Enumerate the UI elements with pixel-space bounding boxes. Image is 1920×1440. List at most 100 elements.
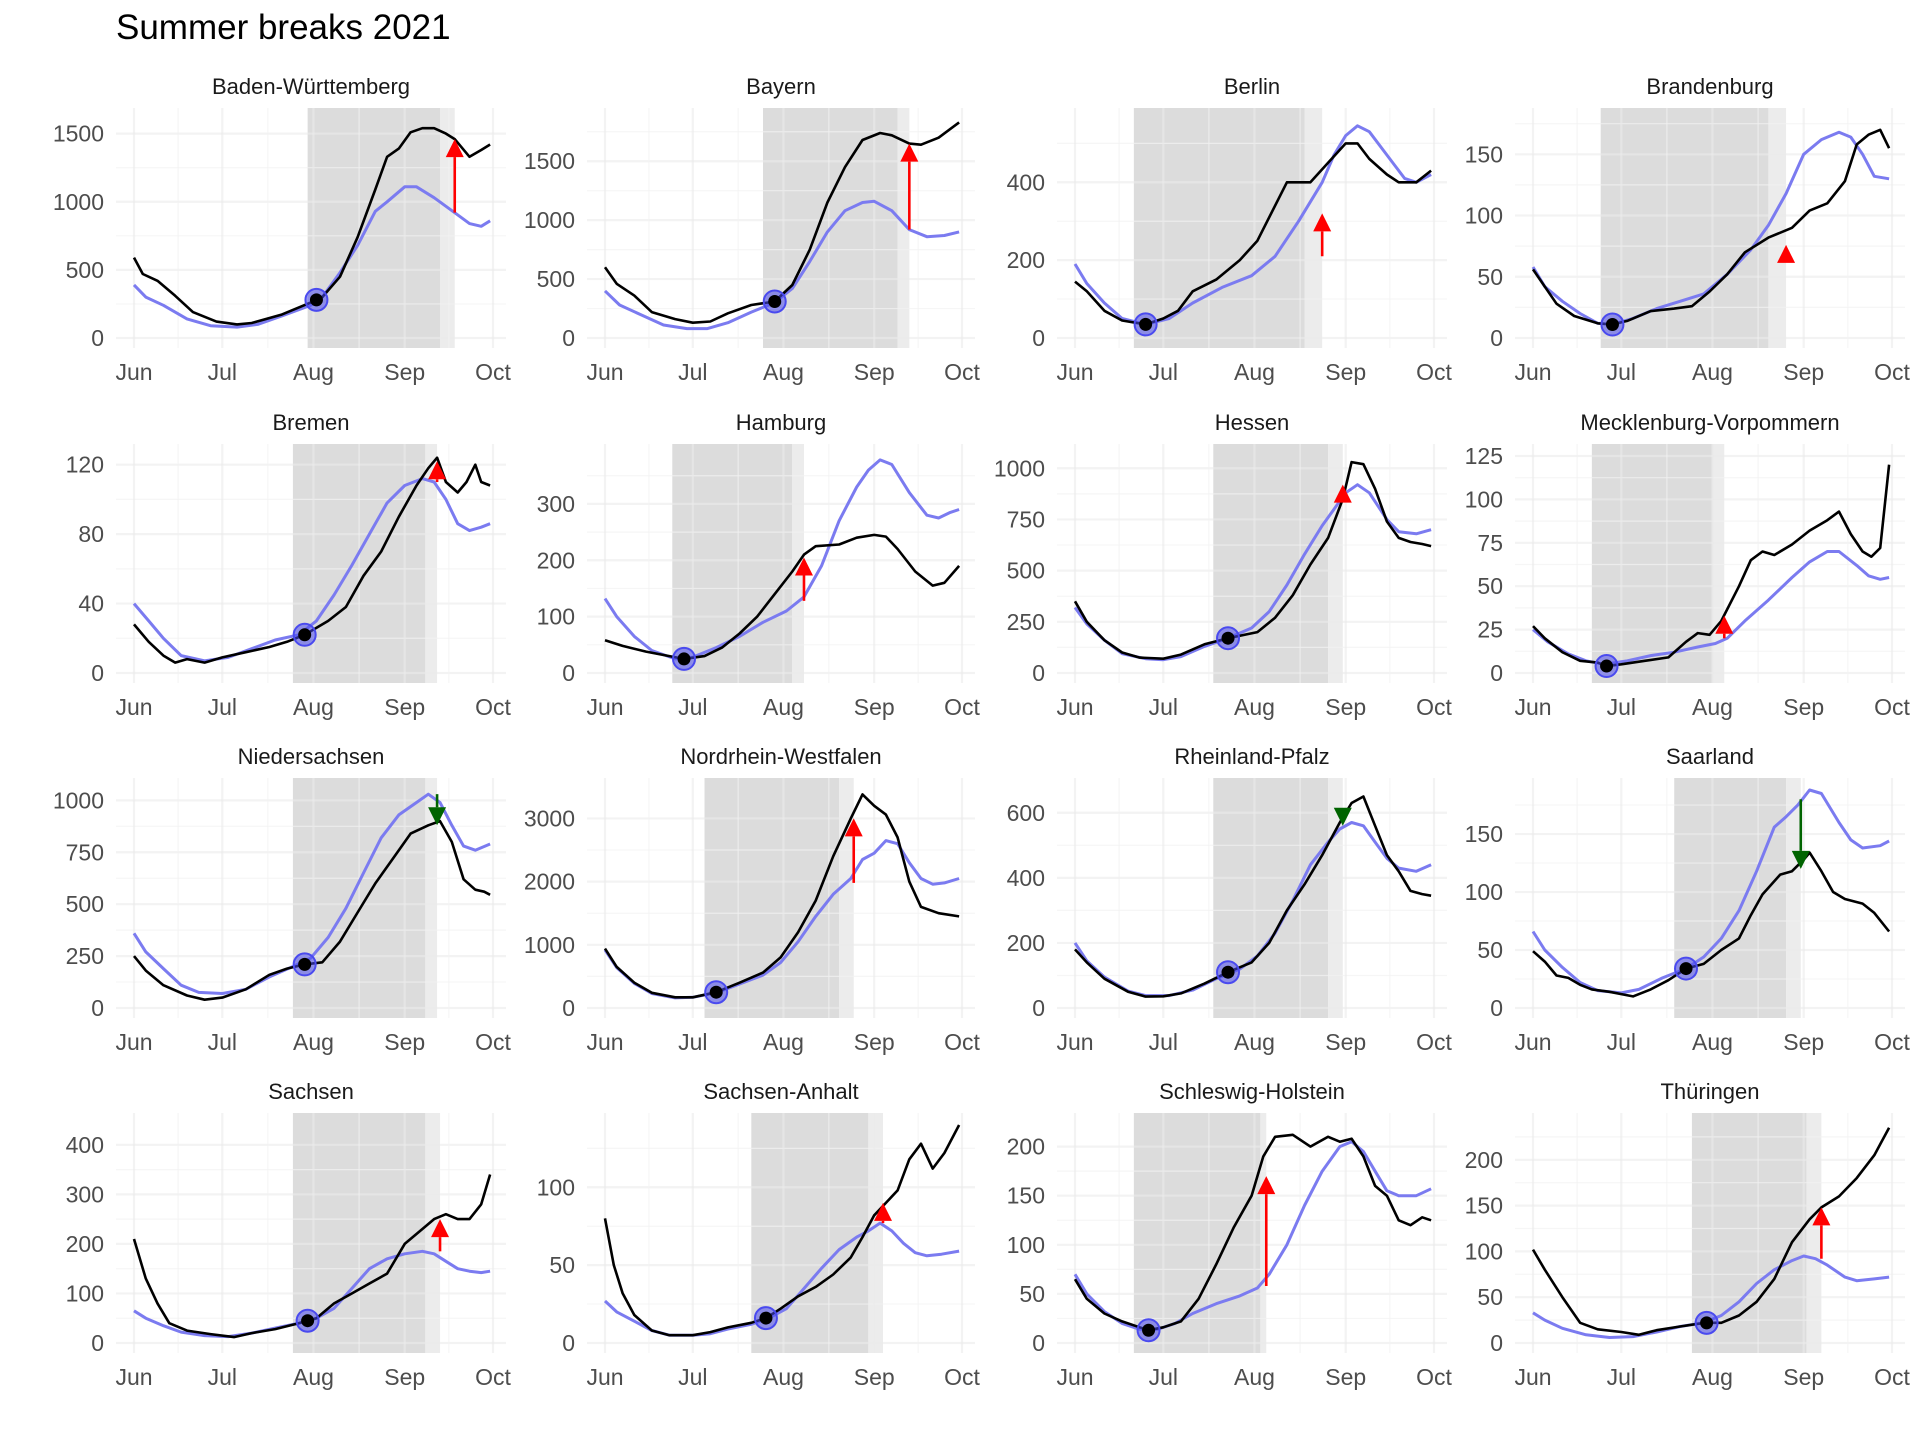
observed-series-line xyxy=(133,456,491,664)
reference-series-line xyxy=(1073,124,1432,326)
facet-title: Niedersachsen xyxy=(238,744,385,769)
y-tick-label: 25 xyxy=(1477,617,1503,643)
y-tick-label: 500 xyxy=(66,891,104,917)
x-tick-label: Jun xyxy=(1056,1029,1093,1055)
x-tick-label: Aug xyxy=(1692,1364,1733,1390)
break-start-marker xyxy=(1679,962,1693,976)
facet-title: Hessen xyxy=(1215,410,1290,435)
x-tick-label: Sep xyxy=(1783,1029,1824,1055)
arrow-head xyxy=(1715,615,1734,634)
break-start-marker xyxy=(298,957,312,971)
x-tick-label: Jun xyxy=(1056,694,1093,720)
x-tick-label: Aug xyxy=(763,1364,804,1390)
x-tick-label: Aug xyxy=(293,1364,334,1390)
facet-title: Saarland xyxy=(1666,744,1754,769)
increase-arrow xyxy=(1715,615,1734,639)
arrow-head xyxy=(873,1202,892,1221)
break-period-shading xyxy=(1133,1113,1261,1353)
reference-series-line xyxy=(132,185,491,329)
x-tick-label: Aug xyxy=(763,1029,804,1055)
y-tick-label: 0 xyxy=(91,995,104,1021)
facet-panel: Hamburg 0 100 200 300 Jun Jul Aug Sep Oct xyxy=(537,410,981,720)
x-tick-label: Jun xyxy=(586,694,623,720)
y-tick-label: 400 xyxy=(1007,169,1045,195)
reference-series-line xyxy=(1532,1254,1890,1339)
facet-panel: Brandenburg 0 50 100 150 Jun Jul Aug Sep Oct xyxy=(1465,74,1911,385)
facet-title: Hamburg xyxy=(736,410,826,435)
y-tick-label: 40 xyxy=(78,591,104,617)
reference-series-line xyxy=(1073,1140,1432,1331)
facet-panel: Sachsen 0 100 200 300 400 Jun Jul Aug Sep Oct xyxy=(66,1079,512,1390)
post-break-shading xyxy=(1806,1113,1822,1353)
facet-title: Thüringen xyxy=(1660,1079,1759,1104)
x-tick-label: Oct xyxy=(944,694,980,720)
x-tick-label: Jul xyxy=(678,694,707,720)
x-tick-label: Aug xyxy=(1234,359,1275,385)
x-tick-label: Jun xyxy=(115,359,152,385)
observed-series-line xyxy=(603,793,960,999)
facet-panel: Saarland 0 50 100 150 Jun Jul Aug Sep Oct xyxy=(1465,744,1911,1055)
break-start-marker xyxy=(301,1314,315,1328)
increase-arrow xyxy=(900,143,919,230)
y-tick-label: 500 xyxy=(537,266,575,292)
x-tick-label: Aug xyxy=(1692,1029,1733,1055)
x-tick-label: Oct xyxy=(944,1364,980,1390)
increase-arrow xyxy=(1777,244,1796,263)
y-tick-label: 50 xyxy=(1477,1284,1503,1310)
x-tick-label: Sep xyxy=(384,694,425,720)
facet-panel: Rheinland-Pfalz 0 200 400 600 Jun Jul Aug Sep Oct xyxy=(1007,744,1453,1055)
x-tick-label: Sep xyxy=(854,694,895,720)
y-tick-label: 200 xyxy=(1465,1147,1503,1173)
y-tick-label: 100 xyxy=(537,1174,575,1200)
break-start-marker xyxy=(1221,631,1235,645)
y-tick-label: 1000 xyxy=(53,189,104,215)
x-tick-label: Oct xyxy=(944,359,980,385)
x-tick-label: Sep xyxy=(1325,694,1366,720)
break-start-marker xyxy=(768,294,782,308)
x-tick-label: Aug xyxy=(1234,1029,1275,1055)
x-tick-label: Oct xyxy=(1874,694,1910,720)
post-break-shading xyxy=(1768,108,1787,348)
break-start-marker xyxy=(1139,317,1153,331)
x-tick-label: Sep xyxy=(854,1029,895,1055)
break-period-shading xyxy=(672,444,793,683)
x-tick-label: Jul xyxy=(1607,694,1636,720)
increase-arrow xyxy=(1313,213,1332,257)
facet-panel: Niedersachsen 0 250 500 750 1000 Jun Jul Aug Sep O… xyxy=(53,744,512,1055)
break-start-marker xyxy=(1605,318,1619,332)
arrow-head xyxy=(844,818,863,837)
break-start-marker xyxy=(1142,1323,1156,1337)
decrease-arrow xyxy=(1791,799,1810,869)
facet-panel: Bremen 0 40 80 120 Jun Jul Aug Sep Oct xyxy=(66,410,512,720)
arrow-head xyxy=(794,557,813,576)
break-period-shading xyxy=(704,778,840,1018)
x-tick-label: Oct xyxy=(1416,359,1452,385)
y-tick-label: 50 xyxy=(1477,264,1503,290)
observed-series-line xyxy=(603,1124,961,1337)
break-period-shading xyxy=(1674,778,1787,1018)
increase-arrow xyxy=(1812,1207,1831,1259)
facet-panel: Thüringen 0 50 100 150 200 Jun Jul Aug Sep Oct xyxy=(1465,1079,1911,1390)
facet-title: Mecklenburg-Vorpommern xyxy=(1580,410,1839,435)
post-break-shading xyxy=(425,778,438,1018)
arrow-head xyxy=(1791,850,1810,869)
x-tick-label: Sep xyxy=(1325,359,1366,385)
y-tick-label: 0 xyxy=(1032,1330,1045,1356)
post-break-shading xyxy=(1712,444,1725,683)
facet-title: Rheinland-Pfalz xyxy=(1174,744,1329,769)
y-tick-label: 50 xyxy=(1477,937,1503,963)
x-tick-label: Jul xyxy=(678,359,707,385)
x-tick-label: Jun xyxy=(115,694,152,720)
arrow-head xyxy=(1777,244,1796,263)
x-tick-label: Aug xyxy=(763,359,804,385)
y-tick-label: 200 xyxy=(66,1231,104,1257)
y-tick-label: 250 xyxy=(1007,609,1045,635)
observed-series-line xyxy=(132,126,491,326)
x-tick-label: Jul xyxy=(208,694,237,720)
arrow-head xyxy=(428,807,447,826)
y-tick-label: 50 xyxy=(549,1252,575,1278)
y-tick-label: 50 xyxy=(1019,1281,1045,1307)
x-tick-label: Oct xyxy=(1416,1364,1452,1390)
y-tick-label: 200 xyxy=(1007,1134,1045,1160)
